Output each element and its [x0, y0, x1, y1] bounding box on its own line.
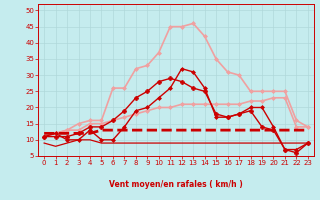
X-axis label: Vent moyen/en rafales ( km/h ): Vent moyen/en rafales ( km/h ) — [109, 180, 243, 189]
